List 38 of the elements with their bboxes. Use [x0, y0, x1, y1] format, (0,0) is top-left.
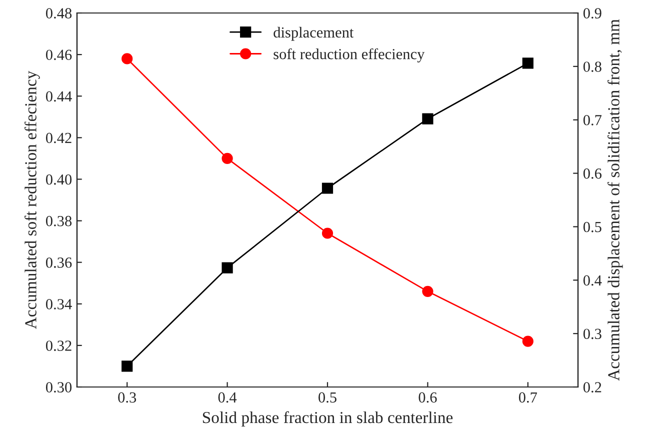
- y-tick-label: 0.40: [46, 174, 72, 185]
- y2-tick-label: 0.3: [583, 328, 602, 340]
- x-tick-label: 0.6: [418, 392, 437, 403]
- y2-tick-label: 0.7: [583, 115, 602, 126]
- point: [322, 228, 334, 239]
- y-tick-label: 0.32: [46, 340, 72, 351]
- x-tick-label: 0.4: [218, 392, 237, 403]
- point: [122, 360, 133, 372]
- y-tick-label: 0.34: [46, 299, 72, 310]
- point: [222, 262, 233, 274]
- x-tick-label: 0.3: [118, 392, 136, 403]
- y2-axis-title: Accumulated displacement of solidification front, mm: [608, 19, 623, 381]
- y2-tick-label: 0.9: [583, 8, 602, 19]
- legend-label: soft reduction effeciency: [274, 48, 425, 62]
- point: [522, 336, 534, 347]
- y-tick-label: 0.38: [46, 216, 72, 226]
- y2-tick-label: 0.8: [583, 62, 602, 72]
- y-tick-label: 0.48: [46, 8, 72, 19]
- x-tick-label: 0.7: [518, 392, 538, 403]
- y2-tick-label: 0.4: [583, 275, 602, 286]
- point: [122, 53, 133, 64]
- y-tick-label: 0.44: [46, 91, 72, 102]
- point: [522, 58, 534, 69]
- y-tick-label: 0.36: [46, 257, 72, 268]
- y-tick-label: 0.30: [46, 382, 72, 393]
- point: [322, 182, 334, 194]
- point: [422, 113, 434, 124]
- x-tick-label: 0.5: [318, 392, 336, 403]
- y2-tick-label: 0.5: [583, 222, 602, 232]
- y-tick-label: 0.42: [46, 132, 72, 144]
- legend-label: displacement: [274, 26, 354, 41]
- point: [222, 152, 233, 164]
- y2-tick-label: 0.6: [583, 168, 602, 179]
- y-axis-title: Accumulated soft reduction effeciency: [24, 70, 40, 330]
- point: [422, 286, 434, 297]
- y2-tick-label: 0.2: [583, 382, 602, 393]
- y-tick-label: 0.46: [46, 50, 72, 60]
- x-axis-title: Solid phase fraction in slab centerline: [202, 411, 453, 427]
